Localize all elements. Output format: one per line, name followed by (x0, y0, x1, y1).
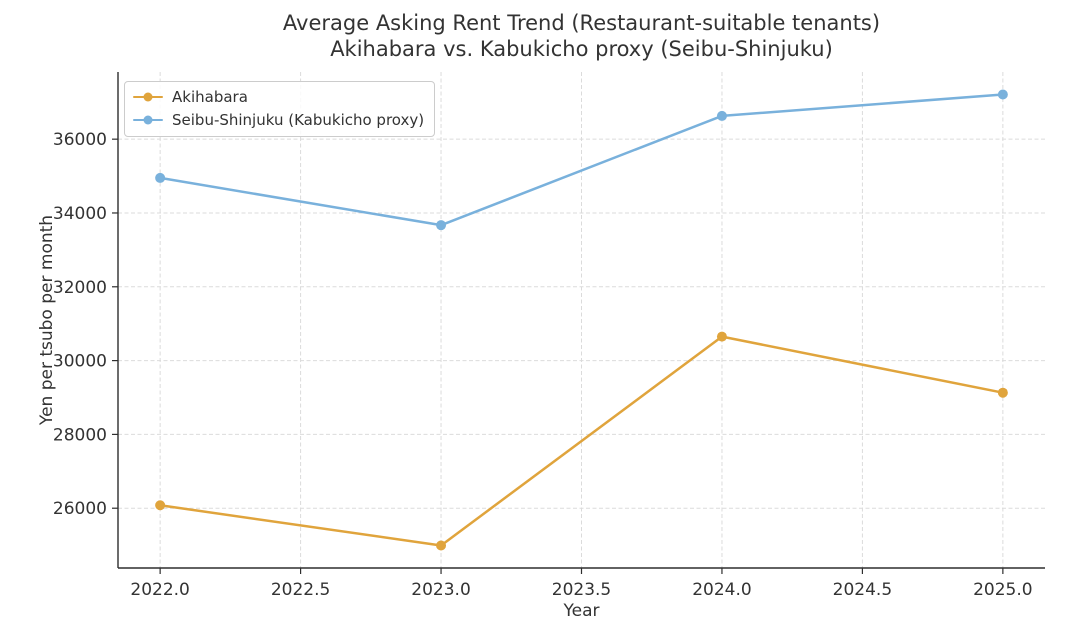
legend-dot-icon (143, 92, 153, 102)
legend-item-0: Akihabara (133, 87, 424, 107)
legend-item-1: Seibu-Shinjuku (Kabukicho proxy) (133, 110, 424, 130)
x-tick-label: 2022.0 (130, 580, 189, 600)
series-line-1 (159, 93, 1003, 227)
legend: Akihabara Seibu-Shinjuku (Kabukicho proxy… (124, 81, 436, 137)
y-tick-label: 36000 (53, 130, 107, 150)
legend-label-1: Seibu-Shinjuku (Kabukicho proxy) (172, 111, 425, 129)
data-point-marker (716, 331, 727, 342)
x-tick-label: 2023.0 (411, 580, 470, 600)
y-tick-label: 26000 (53, 499, 107, 519)
x-tick-label: 2024.5 (833, 580, 892, 600)
x-tick-label: 2025.0 (973, 580, 1032, 600)
legend-dot-icon (143, 115, 153, 125)
x-axis-label: Year (563, 601, 600, 621)
chart-title-line2: Akihabara vs. Kabukicho proxy (Seibu-Shi… (330, 37, 833, 61)
y-tick-label: 30000 (53, 352, 107, 372)
chart-title: Average Asking Rent Trend (Restaurant-su… (118, 10, 1045, 62)
x-tick-label: 2022.5 (271, 580, 330, 600)
data-point-marker (997, 387, 1008, 398)
data-point-marker (436, 220, 447, 231)
x-tick-label: 2024.0 (692, 580, 751, 600)
data-point-marker (716, 110, 727, 121)
y-tick-label: 32000 (53, 278, 107, 298)
y-tick-label: 28000 (53, 425, 107, 445)
data-point-marker (997, 89, 1008, 100)
legend-label-0: Akihabara (172, 88, 248, 106)
x-tick-label: 2023.5 (552, 580, 611, 600)
legend-line-marker-icon (133, 115, 163, 125)
data-point-marker (155, 172, 166, 183)
data-point-marker (436, 540, 447, 551)
data-point-marker (155, 500, 166, 511)
series-line-0 (159, 335, 1004, 547)
y-axis-label: Yen per tsubo per month (37, 215, 57, 426)
chart-title-line1: Average Asking Rent Trend (Restaurant-su… (282, 11, 881, 35)
legend-line-marker-icon (133, 92, 163, 102)
y-tick-label: 34000 (53, 204, 107, 224)
